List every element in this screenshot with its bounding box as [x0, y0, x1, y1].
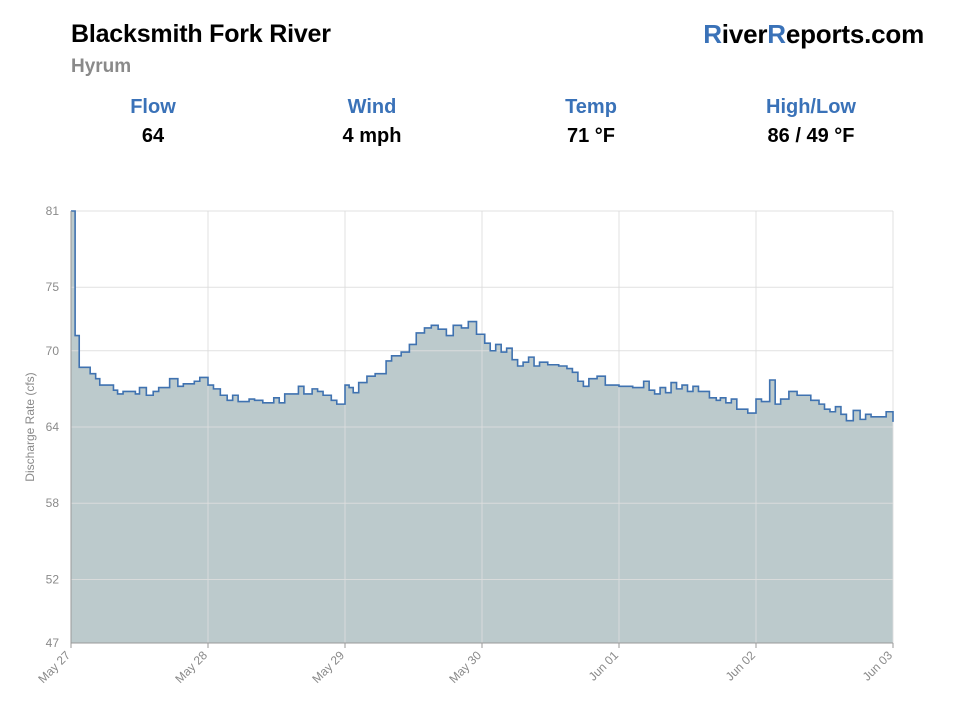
x-tick-label: Jun 02 [723, 648, 759, 684]
river-name: Blacksmith Fork River [71, 20, 331, 48]
stat-flow-value: 64 [141, 125, 165, 147]
location-name: Hyrum [71, 56, 132, 77]
brand-part2: eports.com [785, 19, 924, 49]
brand-logo[interactable]: RiverReports.com [703, 19, 924, 50]
y-tick-label: 47 [46, 636, 60, 650]
y-tick-label: 58 [46, 496, 60, 510]
stat-wind: Wind 4 mph [272, 96, 472, 148]
x-tick-label: Jun 03 [860, 648, 896, 684]
stat-temp: Temp 71 °F [491, 96, 691, 148]
discharge-series-line [71, 210, 894, 422]
brand-r1: R [703, 19, 722, 49]
stat-high-low-value: 86 / 49 °F [767, 125, 855, 147]
stat-temp-value: 71 °F [566, 125, 616, 147]
x-tick-label: May 30 [446, 648, 484, 686]
stat-high-low-label: High/Low [766, 96, 856, 118]
stat-flow-label: Flow [130, 96, 176, 118]
stat-wind-value: 4 mph [342, 125, 402, 147]
y-tick-label: 81 [46, 204, 60, 218]
x-tick-label: Jun 01 [586, 648, 622, 684]
y-tick-label: 52 [46, 572, 60, 586]
stat-temp-label: Temp [565, 96, 617, 118]
brand-r2: R [767, 19, 786, 49]
stat-flow: Flow 64 [53, 96, 253, 148]
x-tick-label: May 28 [172, 648, 210, 686]
stat-high-low: High/Low 86 / 49 °F [711, 96, 911, 148]
brand-part1: iver [721, 19, 768, 49]
x-tick-label: May 29 [309, 648, 347, 686]
x-tick-label: May 27 [35, 648, 73, 686]
y-axis-title: Discharge Rate (cfs) [23, 372, 37, 481]
y-tick-label: 64 [46, 420, 60, 434]
y-tick-label: 70 [46, 344, 60, 358]
y-tick-label: 75 [46, 280, 60, 294]
stat-wind-label: Wind [347, 96, 397, 118]
